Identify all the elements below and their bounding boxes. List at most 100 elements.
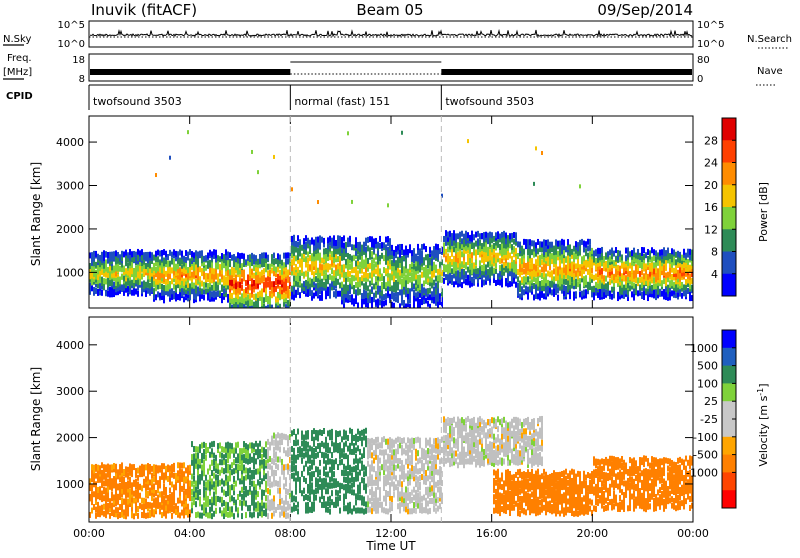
velocity-cell bbox=[299, 487, 301, 493]
velocity-cell bbox=[359, 494, 361, 500]
power-cell bbox=[173, 249, 175, 255]
velocity-cell bbox=[373, 458, 375, 464]
velocity-cell bbox=[339, 442, 341, 448]
power-cell bbox=[371, 260, 373, 266]
power-cell bbox=[341, 290, 343, 296]
velocity-cell bbox=[109, 465, 111, 471]
power-cell bbox=[497, 273, 499, 279]
power-cell bbox=[403, 277, 405, 283]
power-cell bbox=[439, 293, 441, 299]
velocity-cell bbox=[173, 484, 175, 490]
velocity-cell bbox=[101, 505, 103, 511]
power-cell bbox=[581, 272, 583, 278]
velocity-cell bbox=[349, 507, 351, 513]
power-cell bbox=[351, 200, 353, 204]
power-cell bbox=[337, 249, 339, 255]
velocity-cell bbox=[257, 449, 259, 455]
velocity-cell bbox=[171, 464, 173, 470]
velocity-cell bbox=[243, 454, 245, 460]
power-cell bbox=[135, 289, 137, 295]
velocity-cell bbox=[205, 443, 207, 449]
power-cell bbox=[361, 256, 363, 262]
power-cell bbox=[537, 256, 539, 262]
power-cell bbox=[383, 267, 385, 273]
power-cell bbox=[411, 273, 413, 279]
velocity-cell bbox=[323, 466, 325, 472]
velocity-cell bbox=[95, 507, 97, 513]
velocity-cell bbox=[369, 507, 371, 513]
velocity-cell bbox=[309, 507, 311, 513]
velocity-cell bbox=[347, 482, 349, 488]
velocity-cell bbox=[143, 498, 145, 504]
power-cell bbox=[193, 288, 195, 294]
velocity-cell bbox=[145, 513, 147, 519]
velocity-cell bbox=[335, 497, 337, 503]
power-cell bbox=[239, 297, 241, 303]
power-cell bbox=[689, 274, 691, 280]
power-cell bbox=[369, 236, 371, 242]
velocity-cell bbox=[263, 475, 265, 481]
power-cell bbox=[415, 292, 417, 298]
velocity-cell bbox=[99, 465, 101, 471]
velocity-cell bbox=[187, 504, 189, 510]
velocity-cell bbox=[159, 502, 161, 508]
power-cell bbox=[595, 258, 597, 264]
power-cell bbox=[235, 256, 237, 262]
power-cell bbox=[339, 236, 341, 242]
velocity-cell bbox=[339, 495, 341, 501]
power-cell bbox=[193, 252, 195, 258]
velocity-cell bbox=[281, 439, 283, 445]
velocity-cell bbox=[217, 463, 219, 469]
velocity-cell bbox=[165, 500, 167, 506]
power-cell bbox=[353, 267, 355, 273]
power-cell bbox=[205, 265, 207, 271]
power-cell bbox=[629, 285, 631, 291]
velocity-cell bbox=[245, 458, 247, 464]
power-cell bbox=[327, 249, 329, 255]
power-cell bbox=[579, 291, 581, 297]
velocity-cell bbox=[195, 492, 197, 498]
velocity-cell bbox=[259, 449, 261, 455]
power-cell bbox=[363, 242, 365, 248]
power-cell bbox=[537, 248, 539, 254]
velocity-cell bbox=[183, 477, 185, 483]
velocity-cell bbox=[345, 490, 347, 496]
power-cell bbox=[161, 250, 163, 256]
velocity-cell bbox=[343, 505, 345, 511]
power-cell bbox=[205, 273, 207, 279]
power-cell bbox=[531, 263, 533, 269]
power-cell bbox=[689, 249, 691, 255]
velocity-cell bbox=[335, 502, 337, 508]
power-cell bbox=[501, 251, 503, 257]
power-cell bbox=[503, 262, 505, 268]
power-cell bbox=[573, 280, 575, 286]
velocity-cell bbox=[225, 475, 227, 481]
power-cell bbox=[573, 274, 575, 280]
power-cell bbox=[489, 249, 491, 255]
velocity-cell bbox=[195, 453, 197, 459]
velocity-cell bbox=[271, 436, 273, 442]
power-cell bbox=[345, 259, 347, 265]
power-cell bbox=[293, 255, 295, 261]
power-cell bbox=[335, 265, 337, 271]
power-cell bbox=[655, 292, 657, 298]
power-cell bbox=[309, 290, 311, 296]
power-cell bbox=[163, 285, 165, 291]
velocity-cell bbox=[221, 497, 223, 503]
velocity-cell bbox=[285, 507, 287, 513]
velocity-cell bbox=[359, 431, 361, 437]
velocity-cell bbox=[311, 488, 313, 494]
power-cell bbox=[597, 248, 599, 254]
velocity-cell bbox=[263, 447, 265, 453]
velocity-cell bbox=[325, 507, 327, 513]
power-cell bbox=[455, 248, 457, 254]
power-cell bbox=[627, 282, 629, 288]
power-cell bbox=[99, 255, 101, 261]
power-cell bbox=[453, 246, 455, 252]
power-cell bbox=[269, 291, 271, 297]
power-cell bbox=[101, 290, 103, 296]
velocity-cell bbox=[265, 486, 267, 492]
power-cell bbox=[207, 273, 209, 279]
power-cell bbox=[461, 238, 463, 244]
power-cell bbox=[109, 287, 111, 293]
